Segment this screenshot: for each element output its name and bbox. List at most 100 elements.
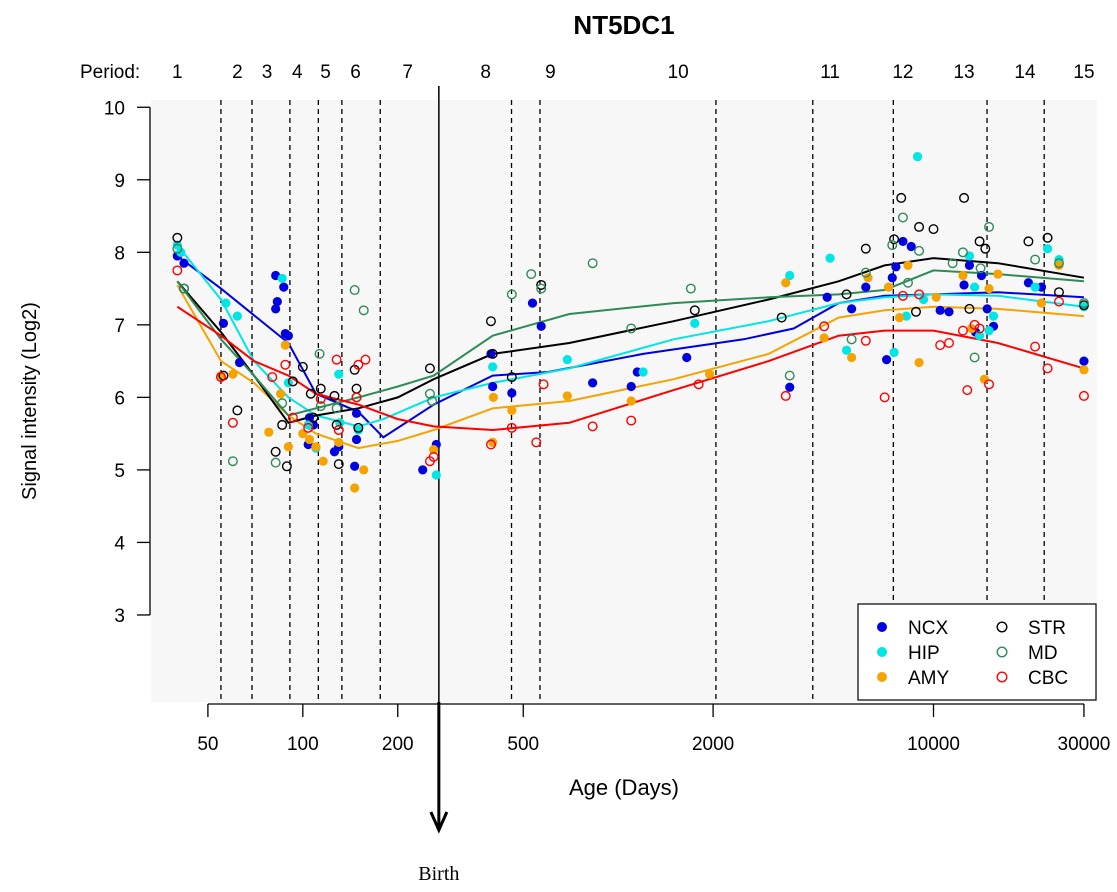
data-point-str bbox=[331, 419, 342, 430]
period-label: 13 bbox=[953, 62, 974, 83]
data-point-ncx bbox=[536, 321, 546, 331]
data-point-amy bbox=[264, 427, 274, 437]
data-point-str bbox=[308, 412, 319, 423]
data-point-cbc bbox=[914, 289, 925, 300]
data-point-str bbox=[329, 390, 340, 401]
birth-line-group: Birth bbox=[418, 86, 459, 885]
data-point-str bbox=[964, 303, 975, 314]
data-point-cbc bbox=[315, 393, 326, 404]
data-point-amy bbox=[705, 369, 715, 379]
x-tick-label: 10000 bbox=[907, 734, 960, 755]
data-point-hip bbox=[353, 425, 363, 435]
data-point-ncx bbox=[887, 273, 897, 283]
x-axis-title: Age (Days) bbox=[569, 775, 679, 800]
x-tick-label: 50 bbox=[197, 734, 218, 755]
data-point-amy bbox=[429, 444, 439, 455]
legend-label-hip: HIP bbox=[908, 643, 940, 664]
data-point-str bbox=[315, 383, 326, 394]
data-point-hip bbox=[974, 331, 985, 341]
data-point-hip bbox=[889, 347, 899, 358]
y-tick-label: 6 bbox=[114, 388, 125, 409]
period-axis-label: Period: bbox=[80, 62, 140, 83]
data-point-md bbox=[685, 283, 696, 294]
data-point-md bbox=[897, 212, 908, 223]
x-tick-label: 500 bbox=[507, 734, 539, 755]
data-point-str bbox=[172, 232, 183, 243]
data-point-ncx bbox=[272, 297, 282, 307]
data-point-amy bbox=[488, 437, 498, 447]
data-point-amy bbox=[819, 333, 829, 343]
data-point-md bbox=[506, 289, 517, 300]
data-point-md bbox=[784, 370, 795, 381]
data-point-amy bbox=[984, 283, 994, 294]
legend-label-md: MD bbox=[1028, 643, 1058, 664]
data-point-str bbox=[218, 370, 229, 381]
legend-label-str: STR bbox=[1028, 618, 1066, 639]
data-point-hip bbox=[988, 311, 999, 321]
data-point-hip bbox=[277, 273, 287, 284]
data-point-amy bbox=[626, 396, 636, 406]
data-point-md bbox=[975, 263, 986, 274]
data-point-ncx bbox=[507, 388, 517, 398]
data-point-ncx bbox=[527, 298, 538, 308]
data-point-ncx bbox=[1036, 282, 1047, 292]
x-tick-label: 100 bbox=[287, 734, 319, 755]
data-point-amy bbox=[894, 312, 905, 323]
y-axis-title: Signal intensity (Log2) bbox=[19, 302, 41, 500]
period-label: 4 bbox=[292, 62, 303, 83]
data-point-ncx bbox=[935, 305, 945, 315]
data-point-ncx bbox=[271, 304, 281, 314]
data-point-cbc bbox=[428, 451, 439, 462]
y-tick-label: 7 bbox=[114, 316, 125, 337]
data-point-cbc bbox=[1078, 390, 1089, 401]
period-label: 9 bbox=[545, 62, 556, 83]
data-point-amy bbox=[283, 442, 293, 452]
legend-marker-amy bbox=[877, 672, 887, 682]
data-point-hip bbox=[969, 282, 980, 292]
data-point-str bbox=[980, 243, 991, 254]
data-point-md bbox=[1078, 298, 1089, 309]
data-point-cbc bbox=[1042, 363, 1053, 374]
period-label: 15 bbox=[1073, 62, 1094, 83]
data-point-ncx bbox=[881, 355, 892, 365]
data-point-md bbox=[315, 401, 326, 412]
period-label: 5 bbox=[320, 62, 331, 83]
data-point-amy bbox=[1036, 298, 1047, 308]
data-point-amy bbox=[280, 340, 290, 350]
period-label: 11 bbox=[820, 62, 840, 83]
data-point-hip bbox=[221, 298, 231, 308]
data-point-md bbox=[914, 245, 925, 256]
data-point-cbc bbox=[280, 359, 291, 370]
data-point-str bbox=[305, 388, 316, 399]
birth-label: Birth bbox=[418, 863, 459, 885]
data-point-str bbox=[860, 243, 871, 254]
legend-marker-md bbox=[996, 646, 1008, 658]
data-point-ncx bbox=[488, 381, 498, 392]
data-point-ncx bbox=[351, 408, 362, 418]
data-point-cbc bbox=[538, 379, 549, 390]
data-point-hip bbox=[488, 362, 498, 372]
data-point-ncx bbox=[964, 260, 975, 270]
data-point-hip bbox=[334, 369, 344, 379]
legend-box bbox=[857, 603, 1097, 701]
data-point-str bbox=[910, 306, 921, 317]
data-point-hip bbox=[785, 270, 795, 281]
data-point-cbc bbox=[506, 422, 517, 433]
data-point-cbc bbox=[1030, 341, 1041, 352]
data-point-cbc bbox=[531, 437, 542, 448]
data-point-md bbox=[969, 352, 980, 363]
data-point-ncx bbox=[1023, 278, 1034, 288]
data-point-amy bbox=[1054, 260, 1064, 270]
data-point-cbc bbox=[962, 385, 973, 396]
data-point-cbc bbox=[957, 325, 968, 336]
data-point-ncx bbox=[682, 352, 692, 363]
x-tick-label: 2000 bbox=[692, 734, 734, 755]
data-point-amy bbox=[847, 352, 857, 363]
axes: 3 4 5 6 7 8 9 10 50 100 200 500 2000 10000 30000 bbox=[104, 98, 1111, 755]
data-point-amy bbox=[334, 437, 344, 447]
data-point-cbc bbox=[587, 421, 598, 432]
data-point-cbc bbox=[879, 392, 890, 403]
data-point-str bbox=[281, 461, 292, 472]
y-tick-label: 3 bbox=[114, 606, 125, 627]
period-label: 2 bbox=[232, 62, 243, 83]
